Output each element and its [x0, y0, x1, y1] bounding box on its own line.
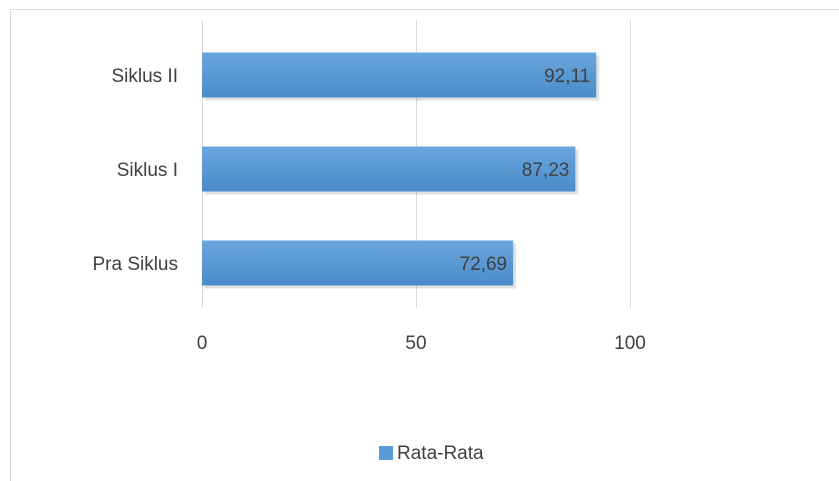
- x-tick-label: 0: [197, 333, 208, 354]
- bar: [202, 240, 514, 286]
- data-labels: 72,69 87,23 92,11: [460, 66, 591, 275]
- x-tick-labels: 0 50 100: [197, 333, 646, 354]
- bars: [202, 52, 600, 289]
- category-label: Pra Siklus: [92, 254, 178, 275]
- data-label: 87,23: [522, 160, 570, 181]
- x-tick-label: 100: [614, 333, 646, 354]
- legend: Rata-Rata: [379, 443, 484, 464]
- category-label: Siklus I: [117, 160, 178, 181]
- legend-label: Rata-Rata: [397, 443, 484, 464]
- x-tick-label: 50: [405, 333, 426, 354]
- bar: [202, 52, 597, 98]
- bar: [202, 146, 576, 192]
- data-label: 72,69: [460, 254, 508, 275]
- legend-swatch: [379, 446, 393, 460]
- category-labels: Pra Siklus Siklus I Siklus II: [92, 66, 178, 275]
- data-label: 92,11: [544, 66, 590, 87]
- category-label: Siklus II: [111, 66, 178, 87]
